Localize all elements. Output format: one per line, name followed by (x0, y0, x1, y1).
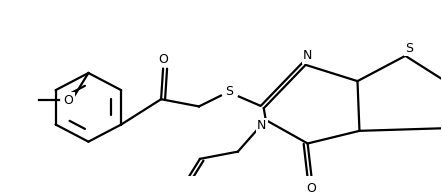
Text: S: S (225, 86, 233, 99)
Text: N: N (303, 49, 312, 62)
Text: O: O (158, 53, 168, 66)
Text: O: O (307, 182, 316, 194)
Text: S: S (405, 42, 413, 55)
Text: O: O (64, 94, 73, 107)
Text: N: N (257, 119, 267, 132)
